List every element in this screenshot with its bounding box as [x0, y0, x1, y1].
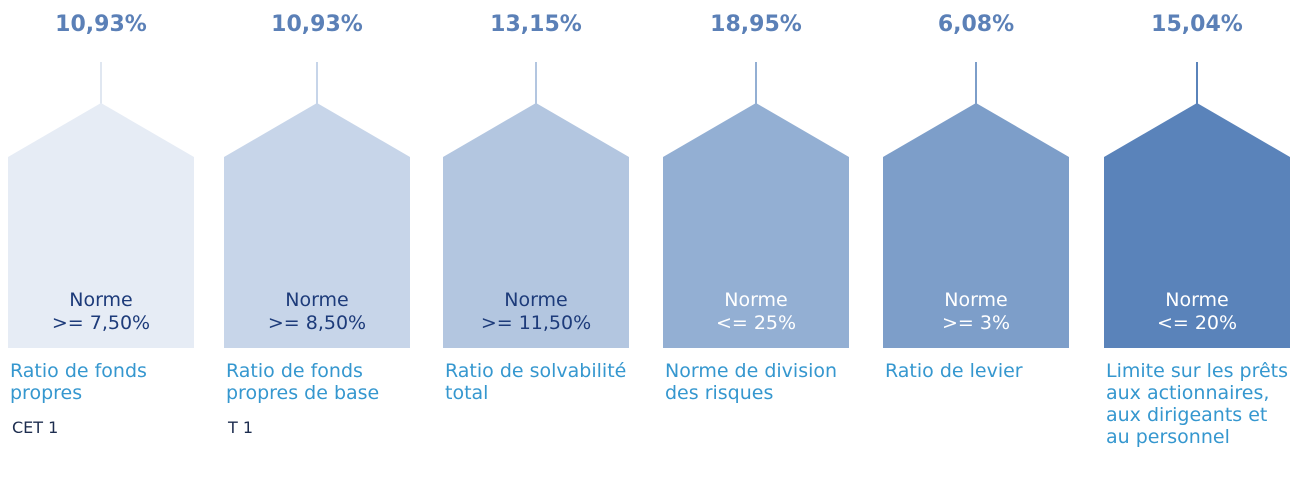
house — [883, 103, 1069, 348]
label: Ratio de fonds propres de base — [226, 360, 380, 404]
norm-value: <= 20% — [1156, 312, 1238, 334]
norm: Norme >= 8,50% — [224, 289, 410, 335]
norm-title: Norme — [1165, 289, 1229, 311]
norm-value: >= 11,50% — [480, 312, 592, 334]
norm-title: Norme — [724, 289, 788, 311]
sub-label: T 1 — [228, 418, 254, 437]
norm: Norme <= 25% — [663, 289, 849, 335]
norm: Norme >= 11,50% — [443, 289, 629, 335]
norm-value: <= 25% — [715, 312, 797, 334]
norm-title: Norme — [944, 289, 1008, 311]
label: Limite sur les prêts aux actionnaires, a… — [1106, 360, 1289, 448]
label: Ratio de fonds propres — [10, 360, 147, 404]
value: 10,93% — [271, 12, 363, 37]
norm-title: Norme — [69, 289, 133, 311]
sub-label: CET 1 — [12, 418, 59, 437]
label: Ratio de solvabilité total — [445, 360, 627, 404]
value: 18,95% — [710, 12, 802, 37]
norm-title: Norme — [504, 289, 568, 311]
norm: Norme >= 3% — [883, 289, 1069, 335]
house — [8, 103, 194, 348]
norm-value: >= 7,50% — [51, 312, 151, 334]
label: Ratio de levier — [885, 360, 1023, 382]
norm-title: Norme — [285, 289, 349, 311]
norm: Norme <= 20% — [1104, 289, 1290, 335]
label: Norme de division des risques — [665, 360, 838, 404]
norm-value: >= 3% — [941, 312, 1011, 334]
house — [1104, 103, 1290, 348]
value: 10,93% — [55, 12, 147, 37]
house — [663, 103, 849, 348]
value: 15,04% — [1151, 12, 1243, 37]
house — [224, 103, 410, 348]
value: 13,15% — [490, 12, 582, 37]
norm-value: >= 8,50% — [267, 312, 367, 334]
value: 6,08% — [937, 12, 1015, 37]
norm: Norme >= 7,50% — [8, 289, 194, 335]
house — [443, 103, 629, 348]
